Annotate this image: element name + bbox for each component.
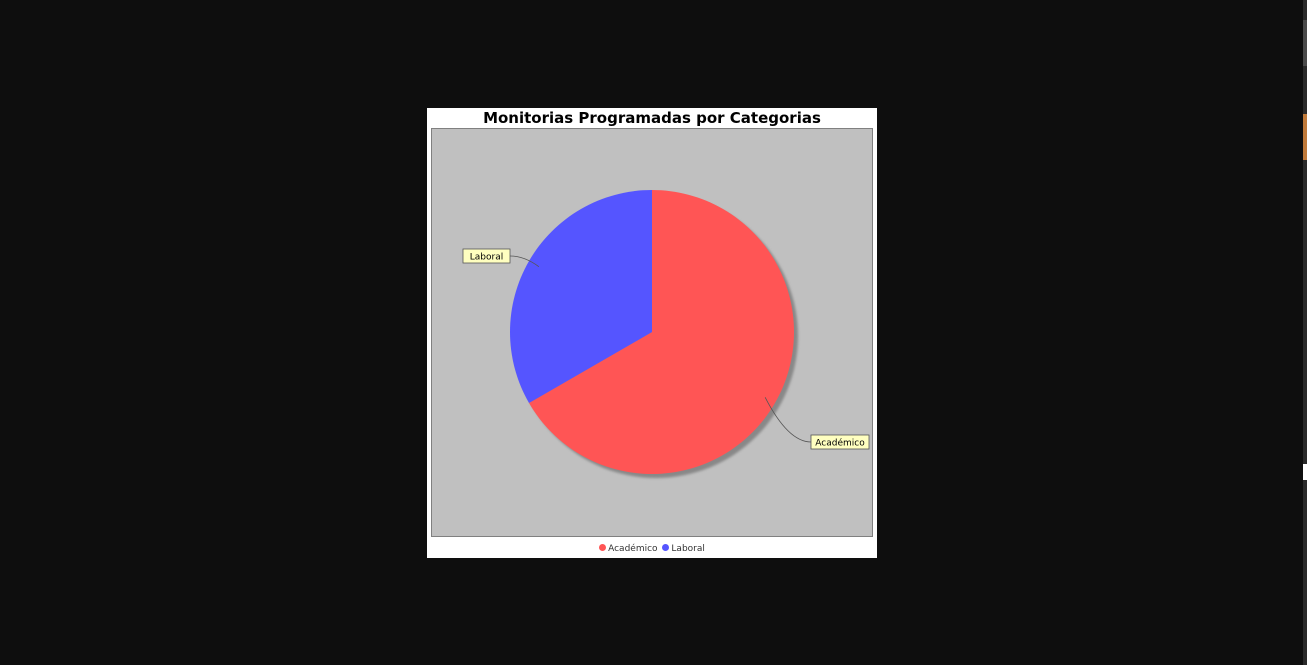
- chart-legend: Académico Laboral: [427, 542, 877, 556]
- label-box-laboral: [462, 248, 511, 264]
- plot-area: Académico Laboral: [431, 128, 873, 537]
- label-text-academico: Académico: [815, 438, 865, 449]
- slice-label-academico: Académico: [764, 397, 870, 450]
- edge-marker-orange: [1303, 114, 1307, 160]
- label-box-academico: [810, 434, 870, 450]
- chart-panel: Monitorias Programadas por Categorias Ac…: [427, 108, 877, 558]
- window-edge-scrollbar[interactable]: [1303, 0, 1307, 665]
- legend-item-academico: Académico: [599, 542, 658, 556]
- legend-label-academico: Académico: [608, 544, 658, 554]
- pie-slice-academico: [529, 190, 794, 474]
- scrollbar-thumb[interactable]: [1303, 20, 1307, 66]
- slice-label-laboral: Laboral: [462, 248, 540, 268]
- leader-line-academico: [764, 397, 812, 443]
- legend-swatch-academico: [599, 544, 607, 551]
- pie-chart: Académico Laboral: [462, 190, 870, 478]
- legend-label-laboral: Laboral: [671, 544, 705, 554]
- chart-title: Monitorias Programadas por Categorias: [483, 109, 821, 127]
- pie-slice-laboral: [510, 190, 652, 403]
- legend-swatch-laboral: [662, 544, 670, 551]
- leader-line-laboral: [509, 255, 540, 268]
- edge-marker-white: [1303, 464, 1307, 480]
- legend-item-laboral: Laboral: [662, 542, 705, 556]
- label-text-laboral: Laboral: [470, 253, 503, 263]
